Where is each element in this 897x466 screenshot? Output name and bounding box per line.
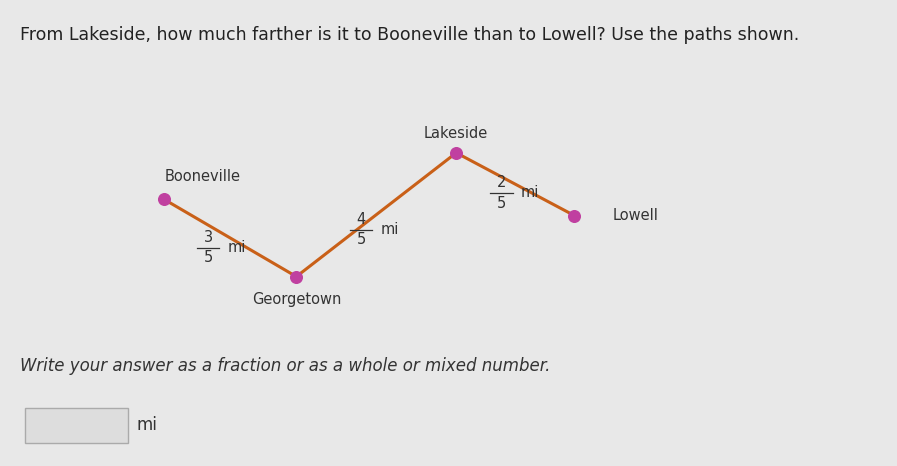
Text: mi: mi xyxy=(136,416,157,434)
Text: Write your answer as a fraction or as a whole or mixed number.: Write your answer as a fraction or as a … xyxy=(20,357,550,375)
Point xyxy=(157,196,171,203)
Text: mi: mi xyxy=(228,240,246,255)
Text: Lowell: Lowell xyxy=(613,208,658,223)
Text: mi: mi xyxy=(521,185,539,200)
Text: mi: mi xyxy=(380,222,399,238)
Point xyxy=(449,149,464,157)
Point xyxy=(289,273,303,281)
Text: 5: 5 xyxy=(204,250,213,266)
Text: 4: 4 xyxy=(356,212,366,227)
Text: Georgetown: Georgetown xyxy=(252,293,341,308)
Text: 5: 5 xyxy=(497,196,506,211)
Text: 5: 5 xyxy=(356,233,366,247)
Point xyxy=(567,212,581,219)
Text: Booneville: Booneville xyxy=(164,169,240,184)
Text: Lakeside: Lakeside xyxy=(424,125,488,141)
Text: From Lakeside, how much farther is it to Booneville than to Lowell? Use the path: From Lakeside, how much farther is it to… xyxy=(20,26,799,44)
Text: 3: 3 xyxy=(204,230,213,245)
Text: 2: 2 xyxy=(497,175,506,191)
